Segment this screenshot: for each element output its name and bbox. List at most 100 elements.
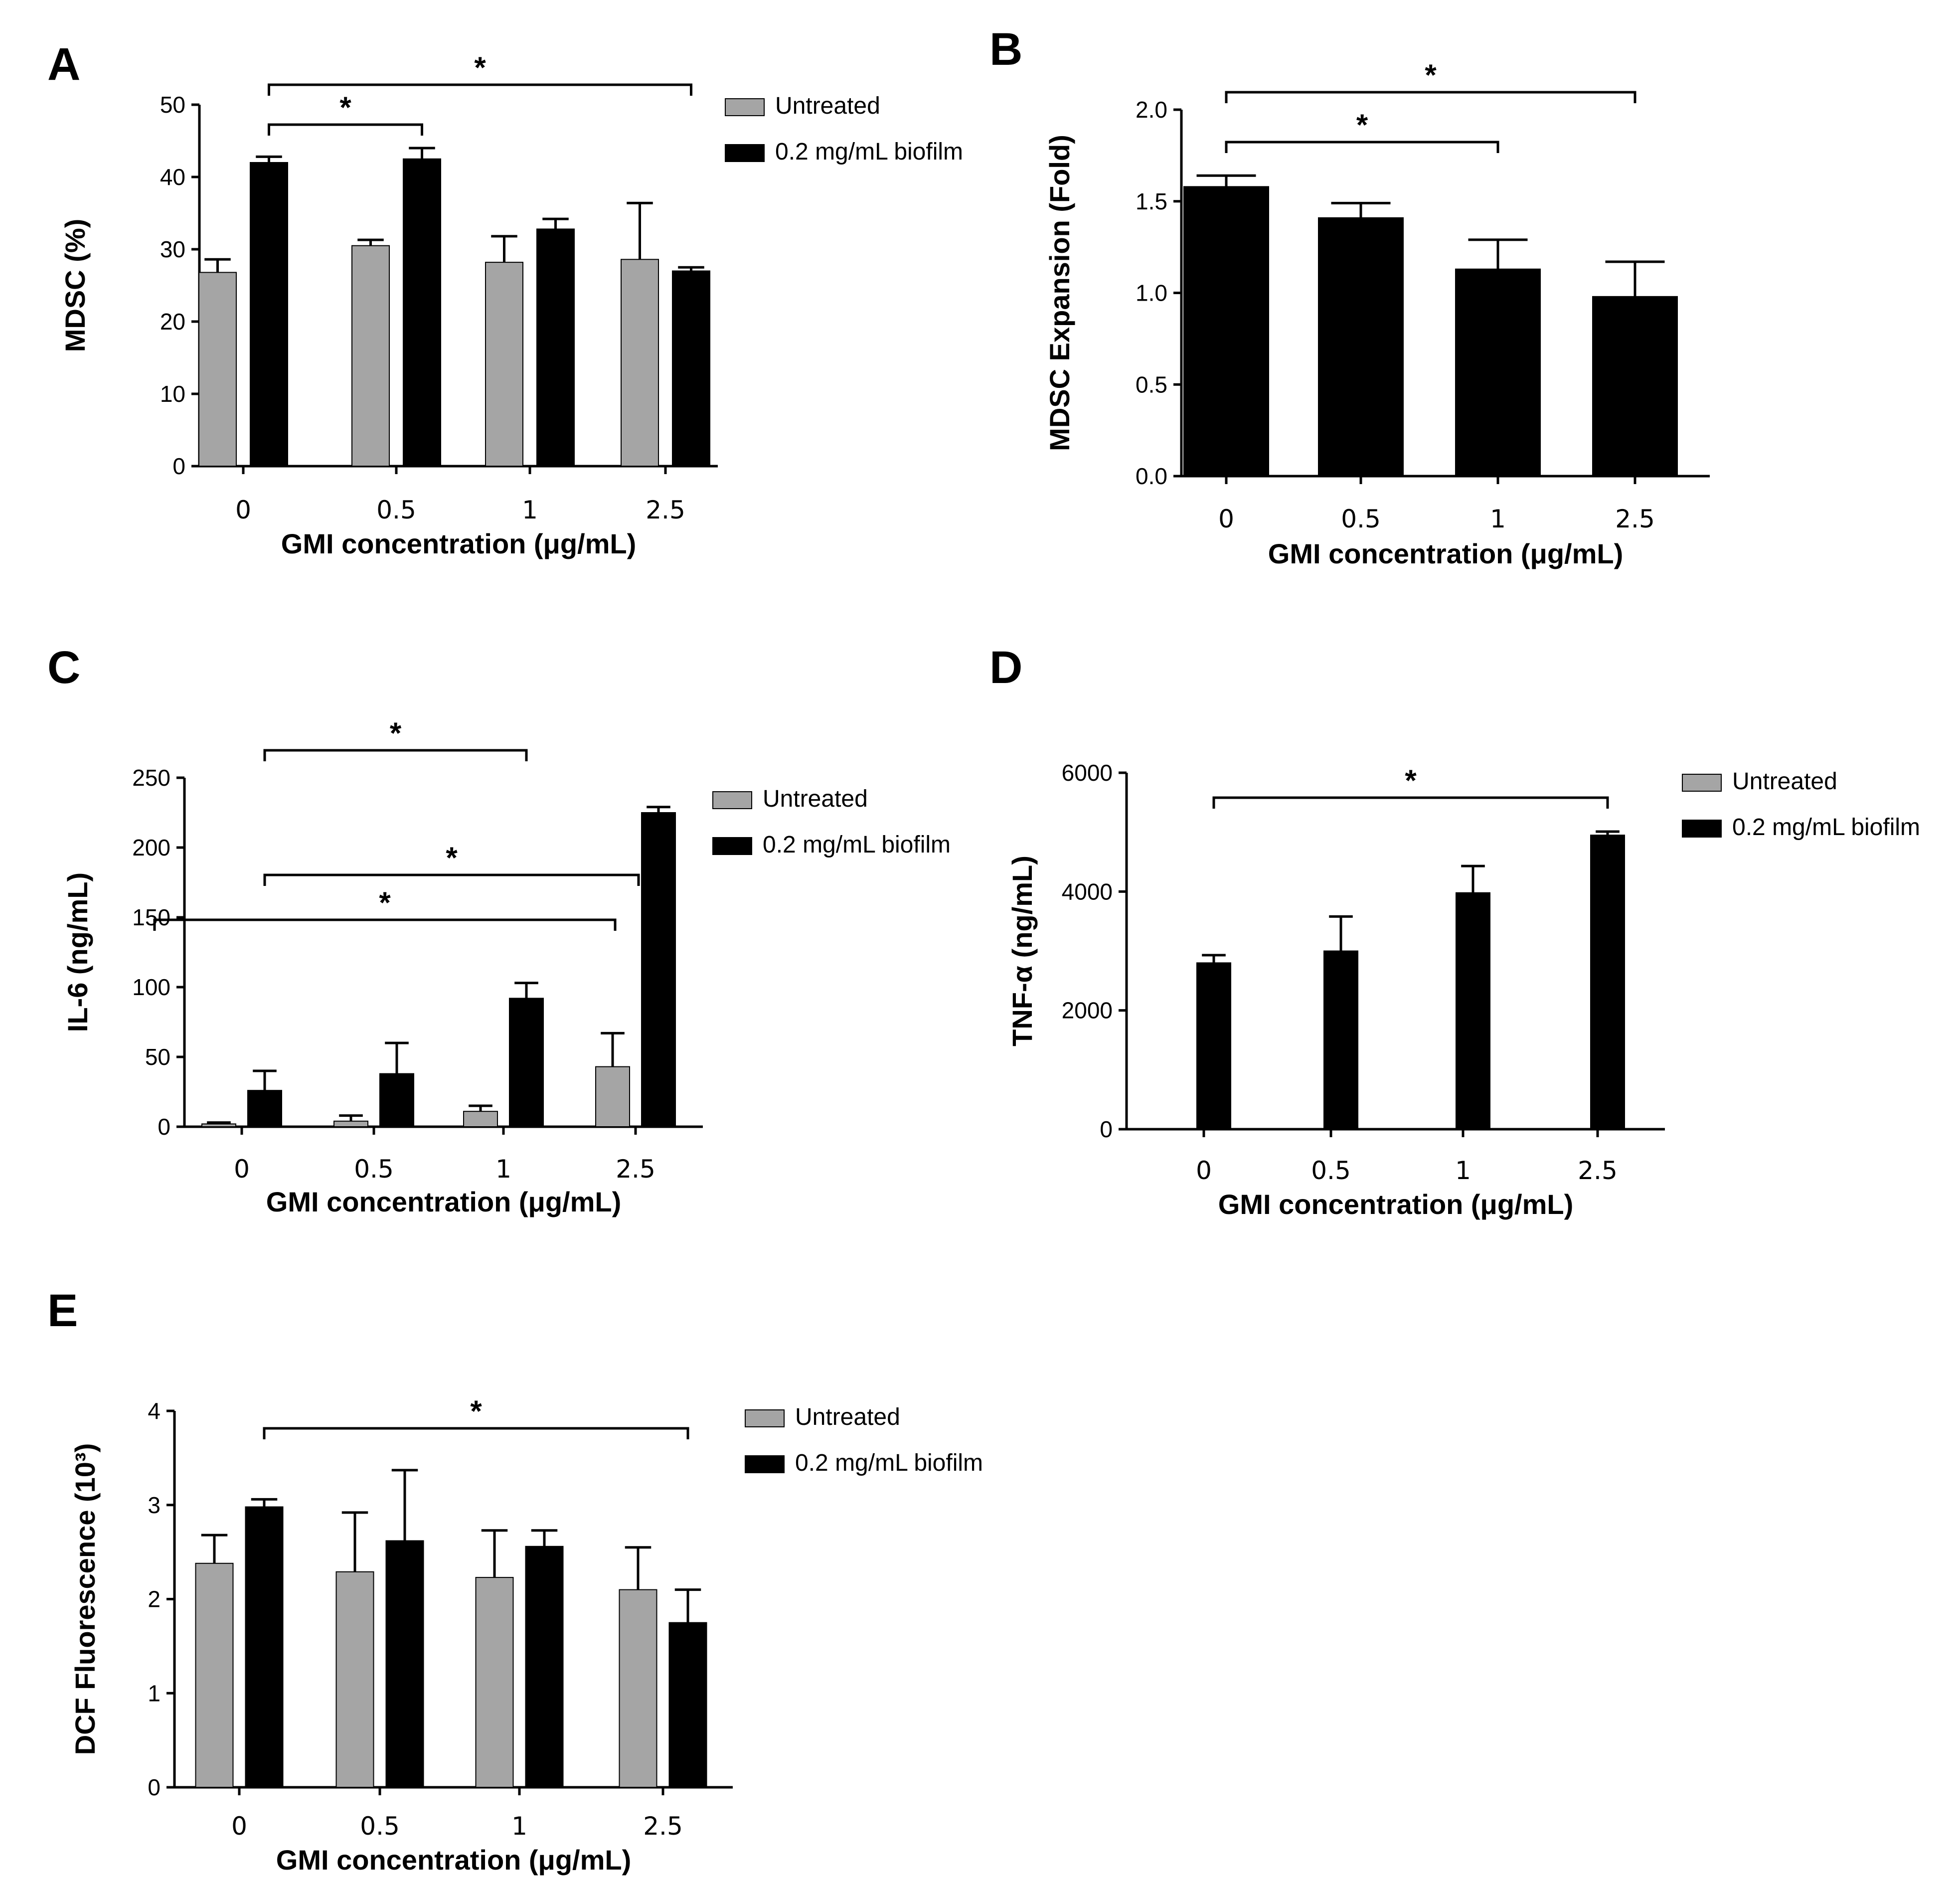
significance-star: * xyxy=(1425,58,1437,92)
chart-panel-b: B 0.0 0.5 1.0 1.5 2.0 0 0.5 1 2.5 GMI concentratio… xyxy=(989,24,1710,569)
bar-0-2-mg-ml-biofilm-0.5 xyxy=(379,1073,414,1128)
y-tick-label: 1.0 xyxy=(1136,280,1167,306)
chart-panel-e: E 0 1 2 3 4 0 0.5 1 2.5 GMI concentration (μg/mL) D… xyxy=(47,1285,983,1876)
x-tick-label: 0 xyxy=(234,1155,250,1184)
y-tick-label: 4 xyxy=(148,1398,161,1424)
x-tick-label: 0 xyxy=(231,1812,247,1841)
bar-mdsc-expansion-0 xyxy=(1183,186,1269,477)
y-axis-title: IL-6 (ng/mL) xyxy=(62,872,93,1032)
significance-bracket xyxy=(1212,796,1609,809)
y-tick-label: 2 xyxy=(148,1586,161,1612)
significance-star: * xyxy=(379,886,391,919)
x-tick-label: 0 xyxy=(1196,1156,1212,1185)
legend-swatch xyxy=(725,98,765,116)
bar-untreated-0.5 xyxy=(351,245,390,467)
x-tick-label: 2.5 xyxy=(646,496,685,524)
y-tick-label: 0.0 xyxy=(1136,463,1167,489)
significance-bracket xyxy=(263,749,528,761)
bar-untreated-1 xyxy=(485,262,523,467)
bar-0-2-mg-ml-biofilm-1 xyxy=(509,998,544,1128)
bar-0-2-mg-ml-biofilm-0 xyxy=(1196,962,1231,1130)
bar-untreated-0.5 xyxy=(335,1571,374,1788)
x-axis-title: GMI concentration (μg/mL) xyxy=(276,1844,631,1876)
legend-label: 0.2 mg/mL biofilm xyxy=(795,1450,983,1476)
bar-0-2-mg-ml-biofilm-2.5 xyxy=(672,270,710,467)
legend-swatch xyxy=(745,1409,785,1427)
legend-label: Untreated xyxy=(1732,768,1837,795)
x-tick-label: 2.5 xyxy=(643,1812,683,1841)
significance-star: * xyxy=(339,91,351,124)
x-axis-title: GMI concentration (μg/mL) xyxy=(266,1186,621,1217)
bar-untreated-1 xyxy=(463,1111,498,1127)
x-tick-label: 1 xyxy=(495,1155,511,1184)
significance-bracket xyxy=(1225,141,1499,153)
x-tick-label: 1 xyxy=(1490,505,1506,533)
legend-swatch xyxy=(712,837,752,855)
legend-swatch xyxy=(745,1455,785,1473)
panel-label: A xyxy=(47,39,80,90)
panel-label: E xyxy=(47,1285,78,1336)
x-axis-title: GMI concentration (μg/mL) xyxy=(281,528,636,559)
x-tick-label: 2.5 xyxy=(1578,1156,1618,1185)
y-tick-label: 0 xyxy=(172,453,185,479)
legend-label: 0.2 mg/mL biofilm xyxy=(763,832,951,858)
x-tick-label: 1 xyxy=(511,1812,527,1841)
y-axis-title: TNF-α (ng/mL) xyxy=(1006,856,1038,1046)
y-tick-label: 0 xyxy=(158,1114,170,1140)
bar-0-2-mg-ml-biofilm-2.5 xyxy=(1590,835,1625,1130)
y-tick-label: 0 xyxy=(1100,1116,1113,1142)
bar-0-2-mg-ml-biofilm-2.5 xyxy=(668,1622,707,1788)
bar-untreated-0 xyxy=(201,1123,236,1127)
y-tick-label: 2.0 xyxy=(1136,97,1167,123)
y-tick-label: 150 xyxy=(132,904,170,930)
bar-mdsc-expansion-2.5 xyxy=(1592,296,1678,477)
bar-0-2-mg-ml-biofilm-0.5 xyxy=(403,158,441,467)
significance-bracket xyxy=(153,918,617,931)
bar-untreated-0.5 xyxy=(333,1120,368,1128)
y-tick-label: 200 xyxy=(132,835,170,860)
bar-mdsc-expansion-0.5 xyxy=(1318,217,1404,477)
bar-untreated-2.5 xyxy=(621,259,659,467)
bar-untreated-2.5 xyxy=(595,1066,630,1128)
x-tick-label: 0 xyxy=(235,496,251,524)
y-tick-label: 100 xyxy=(132,974,170,1000)
bar-untreated-2.5 xyxy=(619,1589,657,1788)
y-tick-label: 4000 xyxy=(1062,878,1113,904)
significance-star: * xyxy=(446,841,458,874)
significance-star: * xyxy=(470,1394,482,1428)
legend-swatch xyxy=(712,791,752,809)
panel-label: C xyxy=(47,642,80,693)
y-tick-label: 40 xyxy=(160,164,185,190)
x-axis-title: GMI concentration (μg/mL) xyxy=(1218,1189,1573,1220)
y-tick-label: 2000 xyxy=(1062,998,1113,1024)
legend-label: Untreated xyxy=(795,1404,900,1430)
significance-star: * xyxy=(1356,108,1368,142)
bar-0-2-mg-ml-biofilm-0 xyxy=(247,1090,282,1127)
y-axis-title: MDSC Expansion (Fold) xyxy=(1044,135,1075,451)
bar-untreated-0 xyxy=(198,272,237,467)
panel-label: D xyxy=(989,642,1022,693)
y-tick-label: 6000 xyxy=(1062,760,1113,786)
y-tick-label: 250 xyxy=(132,765,170,791)
bar-0-2-mg-ml-biofilm-0.5 xyxy=(1323,950,1358,1130)
significance-star: * xyxy=(1405,764,1417,797)
chart-panel-a: A 0 10 20 30 40 50 0 0.5 1 2.5 GMI concentration (μ… xyxy=(47,39,963,559)
bar-0-2-mg-ml-biofilm-1 xyxy=(525,1546,564,1788)
x-tick-label: 0.5 xyxy=(360,1812,400,1841)
y-tick-label: 0 xyxy=(148,1774,161,1800)
x-tick-label: 2.5 xyxy=(1615,505,1655,533)
legend-label: Untreated xyxy=(775,93,880,119)
y-tick-label: 10 xyxy=(160,381,185,407)
bar-0-2-mg-ml-biofilm-2.5 xyxy=(641,812,676,1127)
bar-mdsc-expansion-1 xyxy=(1455,268,1541,477)
y-tick-label: 0.5 xyxy=(1136,371,1167,397)
legend-label: 0.2 mg/mL biofilm xyxy=(775,139,963,165)
x-tick-label: 0.5 xyxy=(376,496,416,524)
x-tick-label: 2.5 xyxy=(616,1155,655,1184)
y-tick-label: 1.5 xyxy=(1136,188,1167,214)
significance-star: * xyxy=(474,51,486,84)
significance-bracket xyxy=(268,123,423,136)
significance-bracket xyxy=(263,1427,689,1439)
